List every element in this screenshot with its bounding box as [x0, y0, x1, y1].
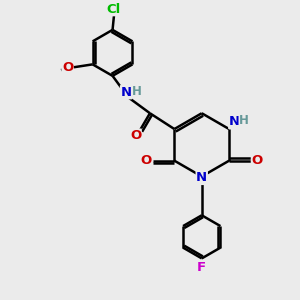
Text: N: N — [229, 116, 240, 128]
Text: Cl: Cl — [107, 3, 121, 16]
Text: H: H — [239, 114, 249, 127]
Text: F: F — [197, 261, 206, 274]
Text: O: O — [130, 129, 141, 142]
Text: O: O — [62, 61, 73, 74]
Text: N: N — [196, 171, 207, 184]
Text: H: H — [131, 85, 141, 98]
Text: O: O — [251, 154, 262, 167]
Text: O: O — [141, 154, 152, 167]
Text: N: N — [121, 86, 132, 99]
